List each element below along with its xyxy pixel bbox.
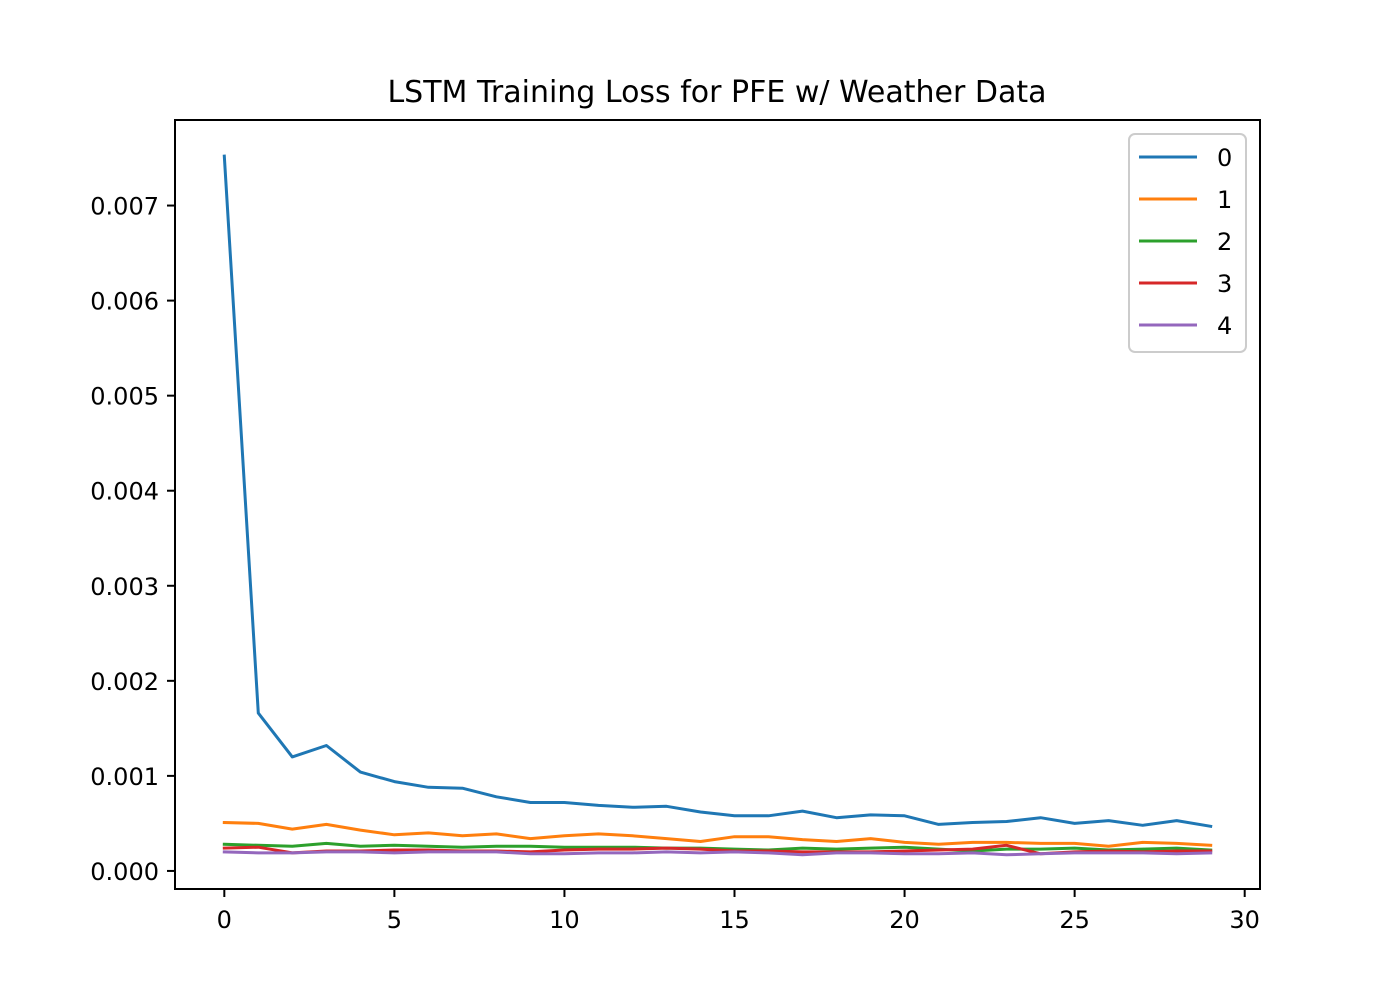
plot-lines — [222, 154, 1213, 857]
legend-label: 3 — [1217, 270, 1232, 298]
axes-frame — [174, 119, 1261, 890]
series-line-4 — [222, 850, 1213, 857]
legend-box — [1128, 133, 1247, 353]
y-tick-label: 0.002 — [90, 668, 159, 696]
legend-label: 1 — [1217, 186, 1232, 214]
legend-label: 2 — [1217, 228, 1232, 256]
legend: 0 1 2 3 4 — [1128, 133, 1247, 353]
y-tick-label: 0.004 — [90, 478, 159, 506]
x-tick-label: 0 — [217, 906, 232, 934]
legend-label: 0 — [1217, 144, 1232, 172]
y-tick-label: 0.007 — [90, 193, 159, 221]
y-tick-label: 0.000 — [90, 858, 159, 886]
x-axis: 0 5 10 15 20 25 30 — [217, 889, 1260, 934]
legend-label: 4 — [1217, 312, 1232, 340]
y-axis: 0.000 0.001 0.002 0.003 0.004 0.005 0.006 0.007 — [90, 193, 175, 886]
x-tick-label: 30 — [1229, 906, 1260, 934]
y-tick-label: 0.001 — [90, 763, 159, 791]
x-tick-label: 10 — [549, 906, 580, 934]
series-line-1 — [222, 820, 1213, 848]
x-tick-label: 15 — [719, 906, 750, 934]
y-tick-label: 0.006 — [90, 288, 159, 316]
y-tick-label: 0.005 — [90, 383, 159, 411]
y-tick-label: 0.003 — [90, 573, 159, 601]
x-tick-label: 5 — [387, 906, 402, 934]
x-tick-label: 25 — [1059, 906, 1090, 934]
series-line-0 — [222, 154, 1213, 829]
chart-title: LSTM Training Loss for PFE w/ Weather Da… — [387, 75, 1046, 110]
x-tick-label: 20 — [889, 906, 920, 934]
